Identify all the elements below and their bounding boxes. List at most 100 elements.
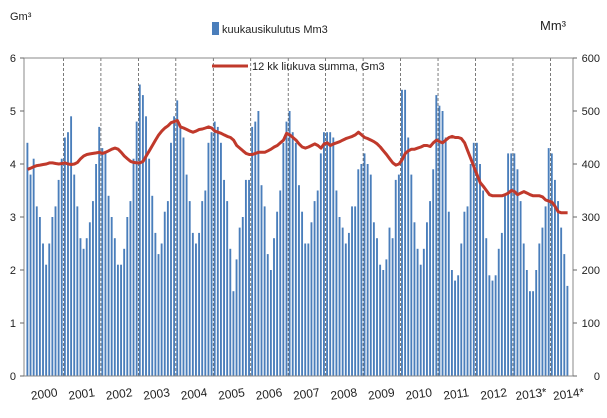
monthly-bar bbox=[413, 222, 416, 376]
year-separators bbox=[63, 58, 551, 376]
monthly-bar bbox=[466, 206, 469, 376]
monthly-bar bbox=[422, 248, 425, 376]
year-label: 2012 bbox=[479, 385, 508, 403]
left-tick-label: 1 bbox=[10, 318, 16, 330]
monthly-bar bbox=[216, 126, 219, 377]
left-axis-unit: Gm³ bbox=[10, 11, 32, 23]
monthly-bar bbox=[388, 227, 391, 376]
monthly-bar bbox=[366, 164, 369, 376]
monthly-bar bbox=[85, 238, 88, 376]
monthly-bar bbox=[157, 254, 160, 376]
monthly-bar bbox=[251, 126, 254, 377]
monthly-bar bbox=[341, 227, 344, 376]
monthly-bar bbox=[266, 254, 269, 376]
monthly-bar bbox=[382, 270, 385, 376]
monthly-bar bbox=[566, 285, 569, 376]
monthly-bar bbox=[438, 105, 441, 376]
monthly-bar bbox=[210, 132, 213, 376]
monthly-bar bbox=[479, 164, 481, 376]
monthly-bar bbox=[179, 126, 182, 377]
monthly-bar bbox=[529, 291, 531, 376]
monthly-bar bbox=[101, 148, 104, 376]
monthly-bar bbox=[191, 232, 194, 376]
legend-line-label: 12 kk liukuva summa, Gm3 bbox=[252, 61, 385, 73]
monthly-bar bbox=[176, 100, 179, 377]
year-label: 2001 bbox=[67, 385, 96, 403]
monthly-bar bbox=[519, 201, 522, 376]
monthly-bar bbox=[60, 158, 63, 376]
monthly-bar bbox=[232, 291, 235, 376]
monthly-bar bbox=[444, 137, 447, 376]
right-tick-label: 0 bbox=[594, 371, 600, 383]
monthly-bar bbox=[107, 195, 110, 376]
monthly-bar bbox=[547, 148, 550, 376]
monthly-bar bbox=[70, 116, 73, 377]
monthly-bar bbox=[326, 132, 328, 376]
year-label: 2005 bbox=[217, 385, 246, 403]
monthly-bar bbox=[313, 201, 316, 376]
monthly-bar bbox=[73, 174, 76, 376]
monthly-bar bbox=[182, 137, 185, 376]
left-tick-label: 5 bbox=[10, 106, 16, 118]
year-label: 2013* bbox=[515, 385, 548, 403]
monthly-bar bbox=[475, 142, 478, 376]
monthly-bar bbox=[379, 264, 382, 376]
monthly-bar bbox=[360, 164, 363, 376]
monthly-bar bbox=[338, 217, 341, 376]
monthly-bar bbox=[310, 222, 313, 376]
monthly-bar bbox=[538, 243, 541, 376]
monthly-bar bbox=[482, 190, 485, 376]
monthly-bar bbox=[185, 174, 188, 376]
monthly-bar bbox=[426, 222, 428, 376]
monthly-bar bbox=[332, 137, 335, 376]
monthly-bar bbox=[201, 201, 204, 376]
monthly-bar bbox=[160, 243, 163, 376]
monthly-bar bbox=[88, 222, 91, 376]
monthly-bar bbox=[460, 243, 463, 376]
monthly-bar bbox=[235, 259, 238, 376]
monthly-bar bbox=[419, 264, 422, 376]
monthly-bar bbox=[394, 179, 397, 376]
monthly-bar bbox=[48, 243, 51, 376]
year-label: 2006 bbox=[255, 385, 284, 403]
left-tick-label: 6 bbox=[10, 53, 16, 65]
monthly-bar bbox=[507, 153, 510, 376]
monthly-bar bbox=[410, 174, 413, 376]
monthly-bar bbox=[376, 238, 378, 376]
monthly-bar bbox=[257, 111, 260, 376]
monthly-bar bbox=[469, 164, 472, 376]
monthly-bar bbox=[154, 232, 157, 376]
monthly-bar bbox=[110, 217, 113, 376]
monthly-bar bbox=[307, 243, 310, 376]
monthly-bar bbox=[291, 132, 294, 376]
monthly-bar bbox=[316, 190, 319, 376]
monthly-bar bbox=[535, 270, 538, 376]
monthly-bar bbox=[92, 201, 94, 376]
monthly-bar bbox=[301, 211, 304, 376]
monthly-bar bbox=[166, 201, 169, 376]
monthly-bar bbox=[522, 243, 525, 376]
monthly-bar bbox=[63, 137, 66, 376]
monthly-bar bbox=[57, 179, 60, 376]
monthly-bar bbox=[198, 232, 201, 376]
monthly-bar bbox=[391, 238, 394, 376]
monthly-bar bbox=[429, 201, 432, 376]
monthly-bar bbox=[269, 270, 272, 376]
monthly-bar bbox=[504, 195, 506, 376]
monthly-bar bbox=[441, 111, 444, 376]
monthly-bar bbox=[82, 248, 85, 376]
monthly-bar bbox=[54, 206, 57, 376]
monthly-bar bbox=[104, 153, 107, 376]
monthly-bar bbox=[432, 169, 435, 376]
monthly-bar bbox=[319, 153, 322, 376]
monthly-bar bbox=[369, 174, 372, 376]
monthly-bar bbox=[148, 158, 151, 376]
monthly-bar bbox=[138, 84, 141, 376]
monthly-bar bbox=[38, 217, 41, 376]
monthly-bar bbox=[76, 206, 79, 376]
monthly-bar bbox=[260, 185, 263, 376]
right-tick-label: 600 bbox=[582, 53, 600, 65]
right-axis-ticks: 0 100 200 300 400 500 600 bbox=[573, 53, 600, 383]
monthly-bar bbox=[510, 153, 513, 376]
